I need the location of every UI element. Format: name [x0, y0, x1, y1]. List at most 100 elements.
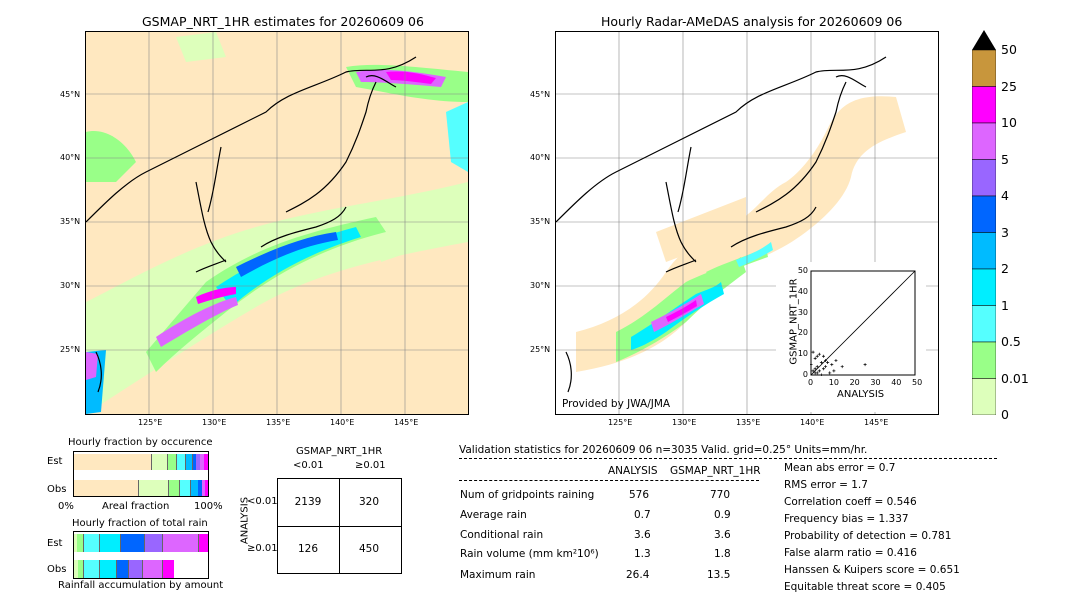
- colorbar-segment: [972, 159, 996, 197]
- occurrence-obs-bar: [74, 480, 208, 496]
- scatter-y-tick: 10: [797, 349, 808, 359]
- left-lon-label-125: 125°E: [138, 418, 163, 427]
- left-lon-label-145: 145°E: [394, 418, 419, 427]
- scatter-point: [821, 354, 825, 358]
- validation-row-gsmap: 3.6: [714, 529, 731, 541]
- colorbar-segment: [972, 195, 996, 233]
- colorbar-label: 3: [1001, 224, 1009, 240]
- contingency-row-header-1: ≥0.01: [247, 543, 278, 554]
- occurrence-obs-label: Obs: [47, 484, 67, 495]
- validation-divider: [459, 458, 997, 459]
- right-lon-label-130: 130°E: [672, 418, 697, 427]
- colorbar-segment: [972, 49, 996, 87]
- occurrence-xlabel: Areal fraction: [102, 501, 170, 512]
- colorbar-label: 25: [1001, 78, 1017, 94]
- contingency-cell-10: 126: [297, 543, 319, 555]
- validation-col-analysis: ANALYSIS: [608, 465, 658, 477]
- scatter-point: [815, 354, 819, 358]
- validation-row-gsmap: 0.9: [714, 509, 731, 521]
- total-rain-est-bar: [74, 534, 208, 552]
- scatter-point: [828, 371, 832, 375]
- right-rain-field: [576, 96, 906, 373]
- left-lat-label-35: 35°N: [60, 217, 81, 226]
- scatter-point: [817, 352, 821, 356]
- colorbar-segment: [972, 122, 996, 160]
- left-lat-label-40: 40°N: [60, 153, 81, 162]
- scatter-point: [832, 369, 836, 373]
- score-line: Hanssen & Kuipers score = 0.651: [784, 564, 960, 576]
- scatter-plot: [810, 270, 916, 376]
- total-rain-chart: [73, 531, 209, 579]
- scatter-point: [824, 358, 828, 362]
- scatter-point: [824, 365, 828, 369]
- colorbar-segment: [972, 305, 996, 343]
- left-rain-field: [86, 32, 468, 414]
- left-map-coastlines: [86, 56, 417, 393]
- occurrence-chart: [73, 451, 209, 497]
- validation-row-analysis: 576: [629, 489, 650, 501]
- right-lat-label-30: 30°N: [530, 281, 551, 290]
- scatter-y-tick: 50: [797, 266, 808, 275]
- right-lon-label-145: 145°E: [864, 418, 889, 427]
- left-map-grid: [86, 32, 468, 414]
- right-lat-label-35: 35°N: [530, 217, 551, 226]
- left-lon-label-135: 135°E: [266, 418, 291, 427]
- validation-row-analysis: 3.6: [634, 529, 651, 541]
- right-map-coastlines: [556, 56, 887, 393]
- scatter-point: [840, 365, 844, 369]
- total-rain-est-label: Est: [47, 538, 63, 549]
- scatter-x-tick: 20: [849, 378, 860, 387]
- scatter-point: [813, 356, 817, 360]
- colorbar-extend-arrow: [972, 30, 996, 50]
- validation-header: Validation statistics for 20260609 06 n=…: [459, 444, 868, 456]
- validation-row-analysis: 26.4: [626, 569, 650, 581]
- scatter-x-tick: 30: [870, 378, 881, 387]
- colorbar-label: 0.5: [1001, 334, 1021, 349]
- occurrence-title: Hourly fraction by occurence: [68, 437, 213, 448]
- scatter-point: [810, 363, 813, 367]
- validation-row-label: Maximum rain: [460, 569, 536, 581]
- validation-row-gsmap: 1.8: [714, 548, 731, 560]
- score-line: Correlation coeff = 0.546: [784, 496, 917, 508]
- scatter-y-tick: 30: [797, 307, 808, 317]
- right-lon-label-125: 125°E: [608, 418, 633, 427]
- validation-row-analysis: 1.3: [634, 548, 651, 560]
- left-lat-label-45: 45°N: [60, 90, 81, 99]
- validation-row-analysis: 0.7: [634, 509, 651, 521]
- scatter-xlabel: ANALYSIS: [837, 389, 885, 400]
- total-rain-xlabel: Rainfall accumulation by amount: [58, 580, 224, 591]
- colorbar-segment: [972, 86, 996, 124]
- validation-col-gsmap: GSMAP_NRT_1HR: [670, 465, 761, 477]
- colorbar-segment: [972, 378, 996, 415]
- right-lon-label-140: 140°E: [800, 418, 825, 427]
- right-lon-label-135: 135°E: [736, 418, 761, 427]
- score-line: RMS error = 1.7: [784, 479, 868, 491]
- occurrence-tick-100: 100%: [194, 501, 223, 512]
- scatter-point: [813, 367, 817, 371]
- scatter-point: [819, 361, 823, 365]
- scatter-point: [834, 358, 838, 362]
- validation-row-label: Num of gridpoints raining: [460, 489, 595, 501]
- scatter-point: [830, 363, 834, 367]
- scatter-point: [821, 367, 825, 371]
- score-line: False alarm ratio = 0.416: [784, 547, 917, 559]
- contingency-cell-01: 320: [358, 496, 380, 508]
- validation-row-label: Conditional rain: [460, 529, 544, 541]
- colorbar: [972, 30, 996, 415]
- validation-row-label: Rain volume (mm km²10⁶): [460, 548, 599, 560]
- colorbar-svg: [972, 30, 996, 415]
- colorbar-label: 4: [1001, 188, 1009, 203]
- occurrence-est-bar: [74, 454, 208, 470]
- scatter-point: [863, 363, 867, 367]
- left-lat-label-30: 30°N: [60, 281, 81, 290]
- score-line: Probability of detection = 0.781: [784, 530, 952, 542]
- scatter-point: [826, 361, 830, 365]
- scatter-point: [819, 373, 823, 376]
- colorbar-segment: [972, 268, 996, 306]
- scatter-x-tick: 10: [828, 378, 839, 387]
- scatter-y-tick: 40: [797, 286, 808, 296]
- colorbar-label: 2: [1001, 261, 1009, 276]
- right-lat-label-25: 25°N: [530, 345, 551, 354]
- score-line: Equitable threat score = 0.405: [784, 581, 946, 593]
- contingency-title: GSMAP_NRT_1HR: [296, 446, 383, 457]
